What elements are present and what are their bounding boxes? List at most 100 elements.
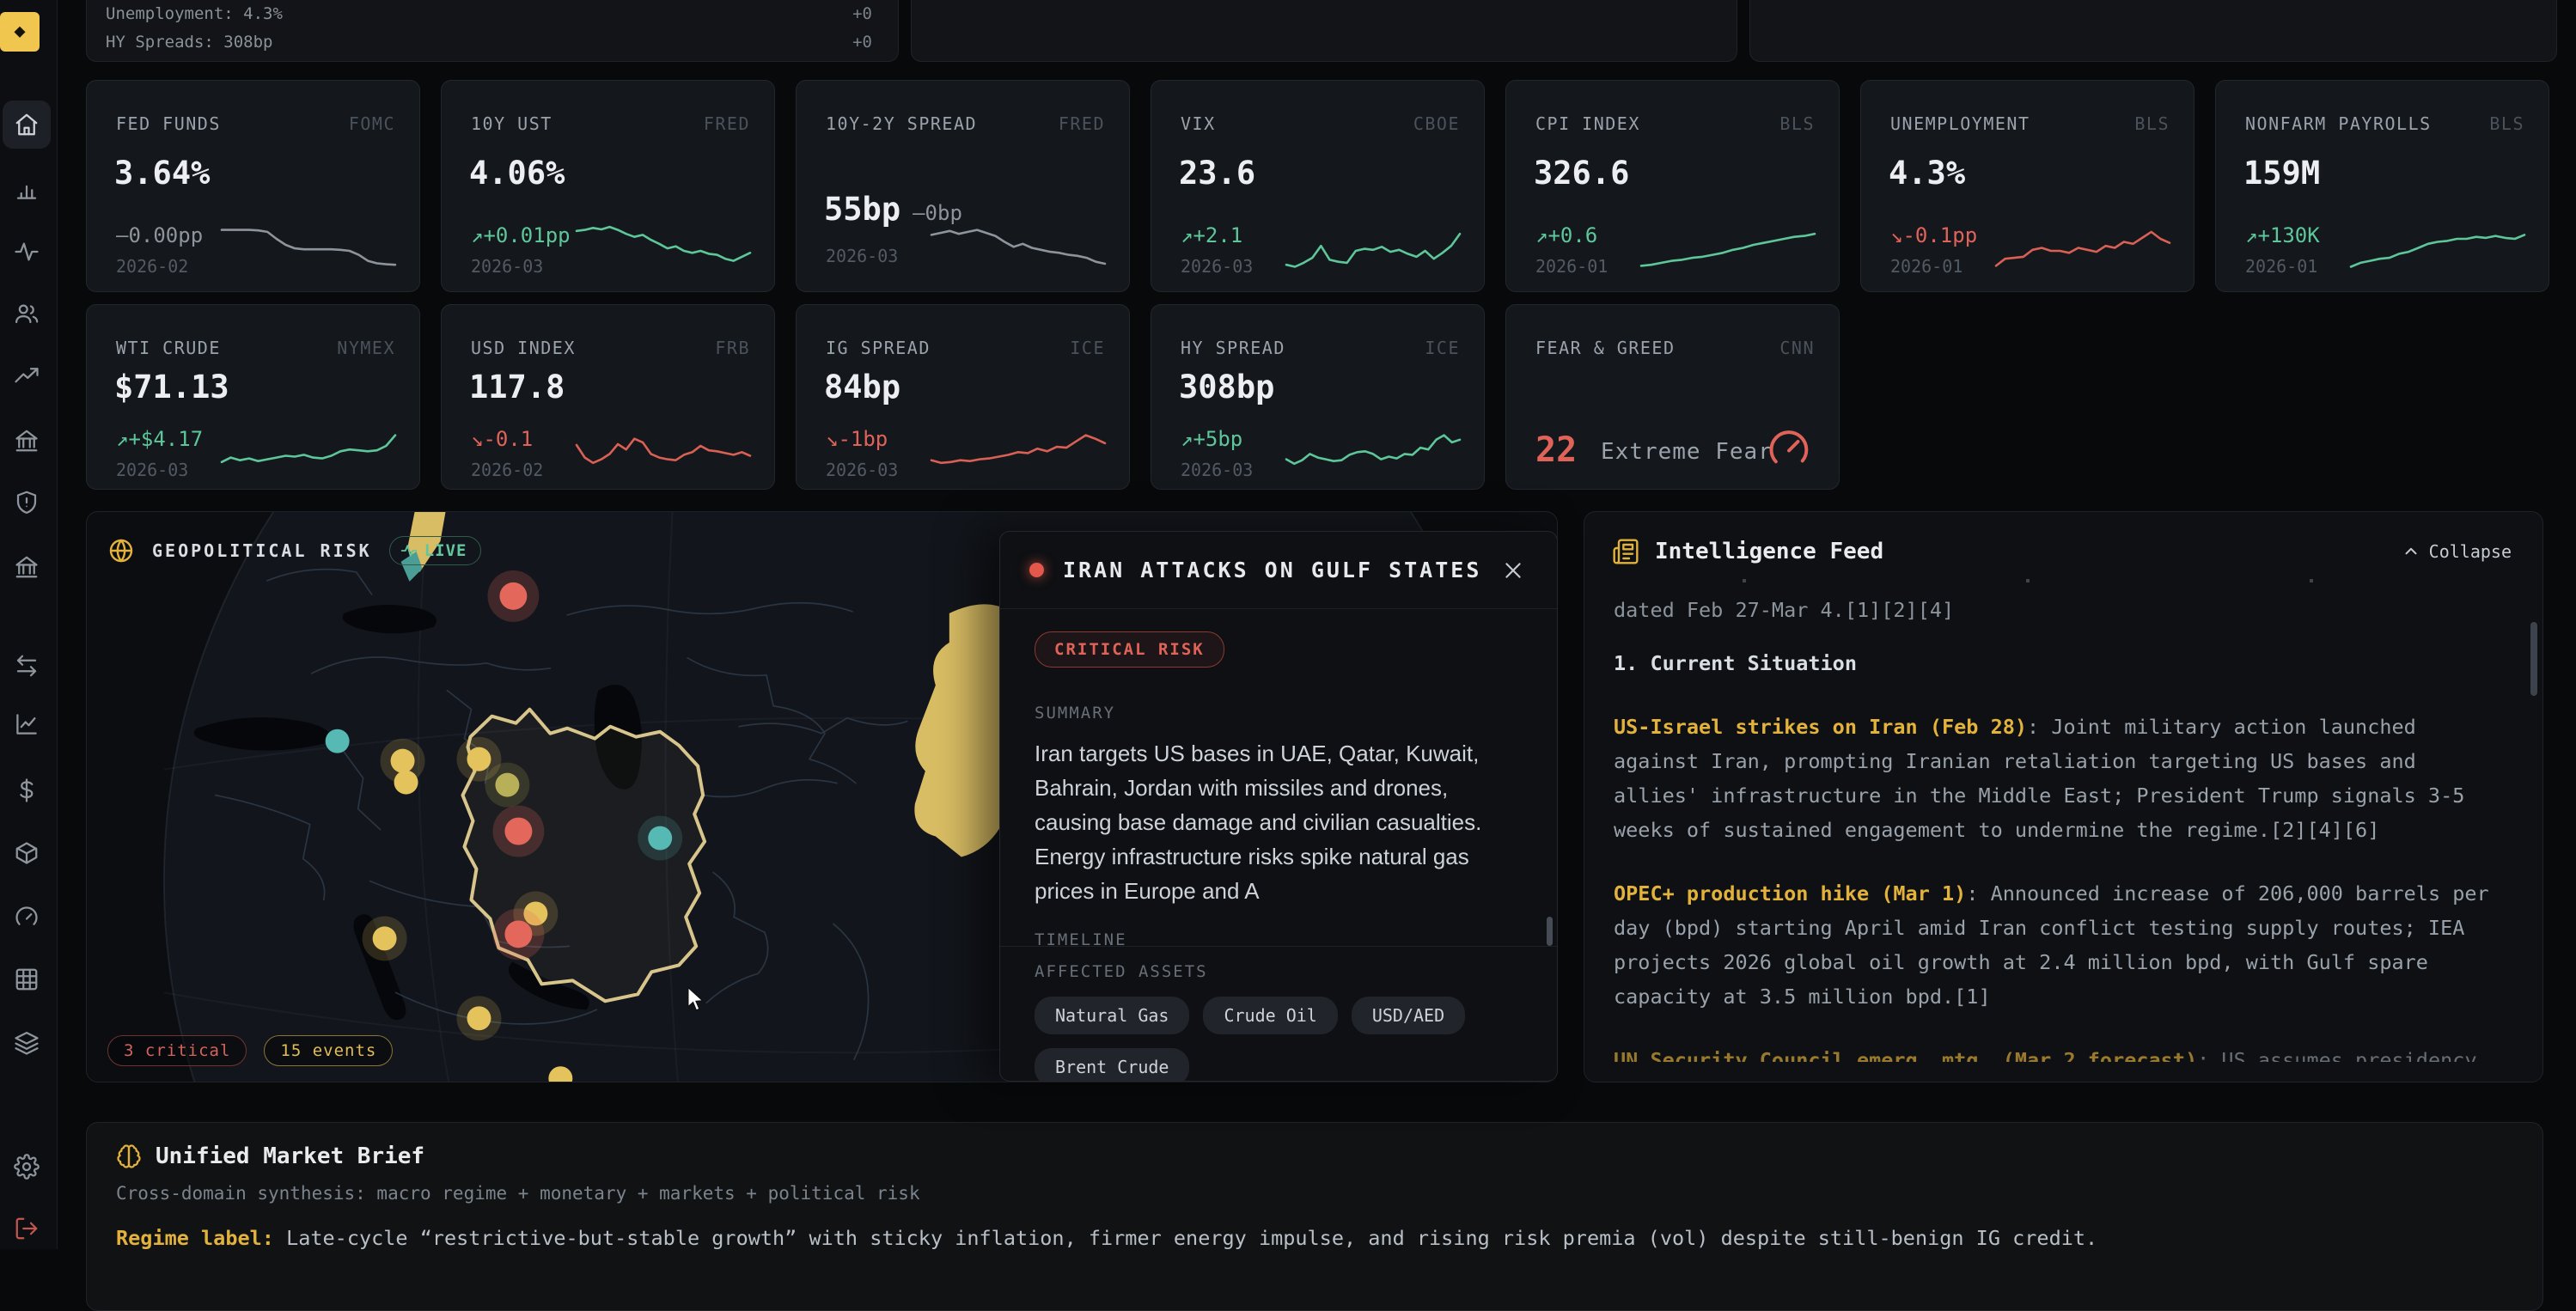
feed-entry-heading: US-Israel strikes on Iran (Feb 28) (1614, 715, 2028, 739)
asset-chip-brent-crude[interactable]: Brent Crude (1035, 1048, 1190, 1081)
gauge-icon (15, 906, 38, 925)
event-dot-yellow[interactable] (372, 926, 397, 951)
metric-card-vix[interactable]: VIX CBOE 23.6 ↗+2.1 2026-03 (1151, 80, 1485, 292)
event-scroll-area[interactable]: CRITICAL RISK SUMMARY Iran targets US ba… (1000, 609, 1557, 946)
top-strip-panel-regime: Unemployment: 4.3% +0 HY Spreads: 308bp +0 (86, 0, 899, 62)
globe-icon (109, 539, 133, 563)
card-date: 2026-02 (471, 460, 544, 480)
sidebar-item-shield-alert[interactable] (3, 479, 51, 527)
metric-card-unemployment[interactable]: UNEMPLOYMENT BLS 4.3% ↘-0.1pp 2026-01 (1860, 80, 2194, 292)
card-value: 326.6 (1534, 155, 1630, 192)
event-dot-yellow[interactable] (394, 770, 418, 795)
close-button[interactable] (1499, 556, 1528, 585)
event-dot-yellow[interactable] (390, 748, 415, 773)
asset-chip-natural-gas[interactable]: Natural Gas (1035, 997, 1190, 1034)
card-delta: ↗+0.6 (1535, 223, 1598, 247)
sidebar-item-activity[interactable] (3, 228, 51, 276)
sidebar-item-bank-columns[interactable] (3, 543, 51, 591)
sidebar-item-line-chart[interactable] (3, 700, 51, 748)
metric-card-hy-spread[interactable]: HY SPREAD ICE 308bp ↗+5bp 2026-03 (1151, 304, 1485, 490)
geo-badges: 3 critical 15 events (107, 1035, 394, 1066)
event-dot-red[interactable] (504, 920, 533, 948)
sidebar-item-swap-arrows[interactable] (3, 642, 51, 690)
feed-header: Intelligence Feed Collapse (1584, 512, 2542, 565)
grid-icon (15, 968, 38, 991)
asset-chip-crude-oil[interactable]: Crude Oil (1203, 997, 1338, 1034)
metric-card-fed-funds[interactable]: FED FUNDS FOMC 3.64% —0.00pp 2026-02 (86, 80, 420, 292)
metric-card-cpi-index[interactable]: CPI INDEX BLS 326.6 ↗+0.6 2026-01 (1505, 80, 1840, 292)
event-scrollbar-thumb[interactable] (1547, 917, 1553, 946)
feed-entries: US-Israel strikes on Iran (Feb 28): Join… (1614, 710, 2510, 1062)
metric-card-10y-2y-spread[interactable]: 10Y-2Y SPREAD FRED 55bp —0bp 2026-03 (796, 80, 1130, 292)
card-date: 2026-01 (2245, 256, 2318, 277)
card-value: 3.64% (114, 155, 211, 192)
feed-entry: US-Israel strikes on Iran (Feb 28): Join… (1614, 710, 2510, 847)
sidebar-item-dollar[interactable] (3, 766, 51, 814)
card-date: 2026-03 (1181, 460, 1254, 480)
sidebar-item-users[interactable] (3, 290, 51, 338)
top-strip-panel-2 (911, 0, 1737, 62)
feed-scrollbar-thumb[interactable] (2530, 622, 2537, 696)
event-dot-teal[interactable] (325, 729, 350, 753)
metric-card-fear-greed[interactable]: FEAR & GREED CNN 22 Extreme Fear (1505, 304, 1840, 490)
card-date: 2026-01 (1890, 256, 1963, 277)
feed-entry: UN Security Council emerg. mtg. (Mar 2 f… (1614, 1043, 2510, 1062)
metric-card-ig-spread[interactable]: IG SPREAD ICE 84bp ↘-1bp 2026-03 (796, 304, 1130, 490)
dollar-icon (20, 778, 34, 802)
sparkline-chart (1994, 230, 2171, 267)
event-dot-red[interactable] (499, 582, 528, 610)
event-dot-yellow[interactable] (467, 1006, 491, 1031)
card-delta: ↘-0.1 (471, 427, 534, 451)
layers-icon (15, 1032, 39, 1055)
unified-market-brief-panel: Unified Market Brief Cross-domain synthe… (86, 1122, 2543, 1311)
card-label: USD INDEX (471, 338, 576, 358)
event-dot-yellow[interactable] (548, 1066, 573, 1082)
feed-body[interactable]: dated Feb 27-Mar 4.[1][2][4] 1. Current … (1584, 579, 2542, 1062)
gauge-icon (1765, 424, 1813, 472)
sidebar-item-package[interactable] (3, 829, 51, 877)
intelligence-feed-panel: Intelligence Feed Collapse dated Feb 27-… (1584, 511, 2543, 1082)
card-date: 2026-02 (116, 256, 189, 277)
card-source: BLS (2134, 113, 2170, 134)
bank-icon (15, 430, 38, 452)
metric-card-wti-crude[interactable]: WTI CRUDE NYMEX $71.13 ↗+$4.17 2026-03 (86, 304, 420, 490)
sidebar-item-settings[interactable] (3, 1143, 51, 1191)
metric-card-usd-index[interactable]: USD INDEX FRB 117.8 ↘-0.1 2026-02 (441, 304, 775, 490)
swap-arrows-icon (16, 655, 37, 677)
sidebar-item-gauge[interactable] (3, 893, 51, 941)
card-date: 2026-03 (116, 460, 189, 480)
sidebar-item-trending-up[interactable] (3, 352, 51, 400)
top-strip-value: +0 (852, 4, 872, 23)
sidebar-item-bar-chart[interactable] (3, 165, 51, 213)
card-date: 2026-01 (1535, 256, 1608, 277)
event-dot-red[interactable] (504, 817, 533, 845)
sidebar-item-bank[interactable] (3, 417, 51, 465)
sparkline-chart (575, 437, 752, 465)
card-label: IG SPREAD (826, 338, 931, 358)
sidebar-item-logout[interactable] (3, 1204, 51, 1253)
sidebar-item-home[interactable] (3, 101, 51, 149)
app-logo[interactable]: ◆ (0, 12, 40, 52)
sidebar-item-grid[interactable] (3, 955, 51, 1003)
collapse-button[interactable]: Collapse (2402, 541, 2512, 562)
bank-columns-icon (15, 556, 38, 578)
summary-label: SUMMARY (1035, 704, 1116, 723)
card-label: 10Y-2Y SPREAD (826, 113, 978, 134)
event-dot-teal[interactable] (648, 826, 673, 851)
card-value: 4.3% (1889, 155, 1966, 192)
collapse-label: Collapse (2428, 541, 2512, 562)
event-dot-yellow[interactable] (523, 901, 548, 926)
sparkline-chart (1639, 232, 1816, 267)
event-dot-yellow[interactable] (467, 747, 491, 771)
metric-card-10y-ust[interactable]: 10Y UST FRED 4.06% ↗+0.01pp 2026-03 (441, 80, 775, 292)
card-value: 55bp —0bp (824, 191, 962, 228)
event-dot-olive[interactable] (495, 772, 520, 797)
fear-greed-status: Extreme Fear (1601, 439, 1773, 465)
sidebar-item-layers[interactable] (3, 1019, 51, 1067)
metric-card-nonfarm-payrolls[interactable]: NONFARM PAYROLLS BLS 159M ↗+130K 2026-01 (2215, 80, 2549, 292)
brief-subtitle: Cross-domain synthesis: macro regime + m… (116, 1183, 920, 1204)
card-delta: ↘-1bp (826, 427, 888, 451)
top-strip-label: HY Spreads: 308bp (106, 33, 273, 52)
asset-chip-usd-aed[interactable]: USD/AED (1351, 997, 1466, 1034)
feed-entry: OPEC+ production hike (Mar 1): Announced… (1614, 876, 2510, 1014)
